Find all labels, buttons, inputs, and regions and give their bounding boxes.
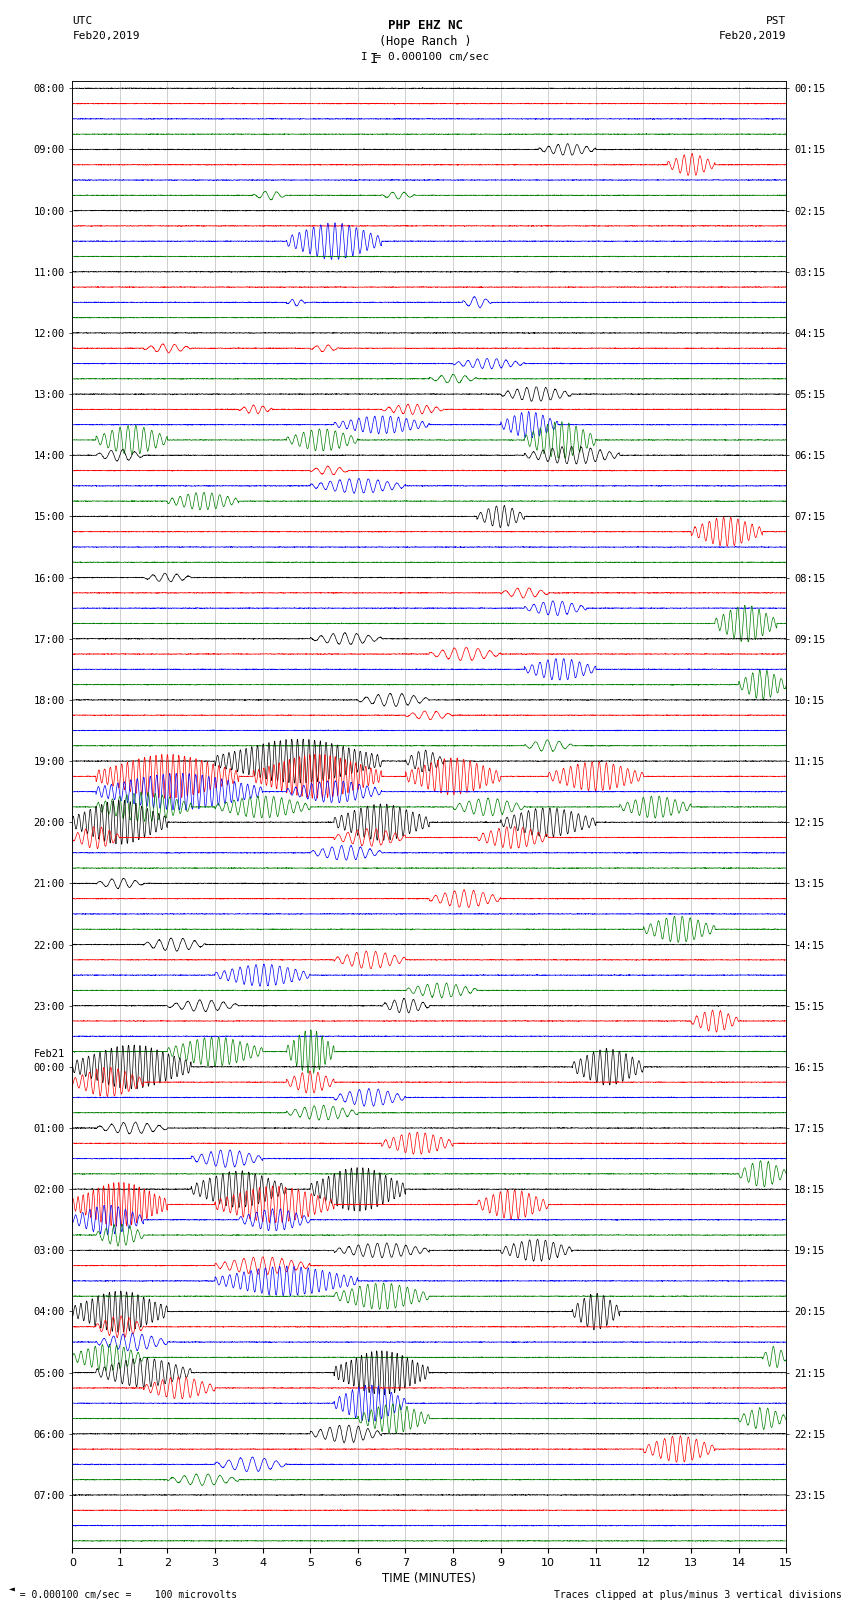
Text: I = 0.000100 cm/sec: I = 0.000100 cm/sec bbox=[361, 52, 489, 61]
X-axis label: TIME (MINUTES): TIME (MINUTES) bbox=[382, 1573, 476, 1586]
Text: UTC: UTC bbox=[72, 16, 93, 26]
Text: Feb20,2019: Feb20,2019 bbox=[72, 31, 139, 40]
Text: ◄: ◄ bbox=[8, 1584, 14, 1594]
Text: Feb21: Feb21 bbox=[34, 1048, 65, 1058]
Text: Feb20,2019: Feb20,2019 bbox=[719, 31, 786, 40]
Text: Traces clipped at plus/minus 3 vertical divisions: Traces clipped at plus/minus 3 vertical … bbox=[553, 1590, 842, 1600]
Text: I: I bbox=[370, 52, 378, 66]
Text: PST: PST bbox=[766, 16, 786, 26]
Text: = 0.000100 cm/sec =    100 microvolts: = 0.000100 cm/sec = 100 microvolts bbox=[8, 1590, 238, 1600]
Text: PHP EHZ NC: PHP EHZ NC bbox=[388, 19, 462, 32]
Text: (Hope Ranch ): (Hope Ranch ) bbox=[379, 35, 471, 48]
